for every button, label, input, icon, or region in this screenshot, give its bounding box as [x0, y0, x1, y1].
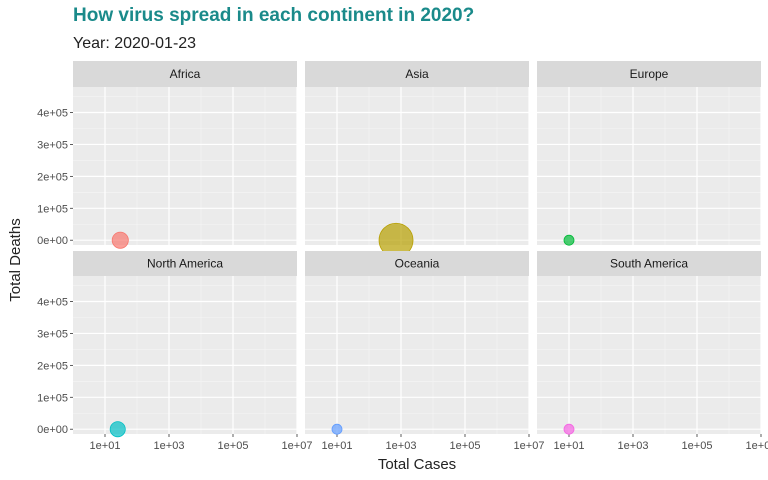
- x-tick-label: 1e+03: [154, 440, 185, 452]
- x-tick-label: 1e+07: [514, 440, 545, 452]
- x-tick-label: 1e+03: [386, 440, 417, 452]
- y-tick-label: 0e+00: [37, 424, 68, 436]
- facet-label: Africa: [170, 67, 201, 81]
- facet-strip: [73, 251, 297, 276]
- facet-strip: [73, 61, 297, 87]
- panel-background: [73, 87, 297, 245]
- facet-label: North America: [147, 257, 223, 271]
- y-tick-label: 1e+05: [37, 203, 68, 215]
- y-tick-label: 2e+05: [37, 171, 68, 183]
- panel-background: [537, 87, 761, 245]
- y-tick-label: 1e+05: [37, 392, 68, 404]
- panel-background: [305, 276, 529, 434]
- facet-label: Oceania: [395, 257, 440, 271]
- data-point: [563, 423, 575, 435]
- y-tick-label: 4e+05: [37, 108, 68, 120]
- x-tick-label: 1e+07: [746, 440, 768, 452]
- data-point: [109, 421, 126, 438]
- facet-strip: [305, 251, 529, 276]
- x-axis-title: Total Cases: [378, 456, 456, 473]
- x-tick-label: 1e+05: [682, 440, 713, 452]
- y-tick-label: 4e+05: [37, 297, 68, 309]
- data-point: [563, 234, 575, 246]
- x-tick-label: 1e+07: [282, 440, 313, 452]
- x-tick-label: 1e+05: [218, 440, 249, 452]
- data-point: [331, 423, 343, 435]
- x-tick-label: 1e+01: [554, 440, 585, 452]
- y-axis-title: Total Deaths: [7, 218, 24, 301]
- panel-background: [73, 276, 297, 434]
- facet-label: Europe: [630, 67, 669, 81]
- facet-strip: [305, 61, 529, 87]
- facet-label: Asia: [405, 67, 429, 81]
- facet-strip: [537, 61, 761, 87]
- x-tick-label: 1e+05: [450, 440, 481, 452]
- panel-background: [305, 87, 529, 245]
- chart-title: How virus spread in each continent in 20…: [73, 5, 475, 26]
- chart-subtitle: Year: 2020-01-23: [73, 35, 197, 52]
- panel-background: [537, 276, 761, 434]
- y-tick-label: 3e+05: [37, 328, 68, 340]
- x-tick-label: 1e+01: [90, 440, 121, 452]
- x-tick-label: 1e+01: [322, 440, 353, 452]
- facet-label: South America: [610, 257, 688, 271]
- data-point: [111, 231, 129, 249]
- y-tick-label: 2e+05: [37, 360, 68, 372]
- facet-strip: [537, 251, 761, 276]
- y-tick-label: 0e+00: [37, 235, 68, 247]
- x-tick-label: 1e+03: [618, 440, 649, 452]
- y-tick-label: 3e+05: [37, 139, 68, 151]
